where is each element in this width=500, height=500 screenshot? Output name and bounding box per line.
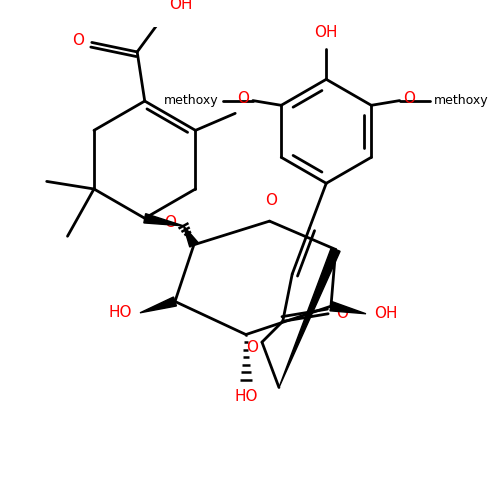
Text: OH: OH xyxy=(314,24,338,40)
Text: O: O xyxy=(336,306,347,322)
Text: O: O xyxy=(266,193,278,208)
Text: O: O xyxy=(246,340,258,355)
Polygon shape xyxy=(279,248,340,388)
Text: OH: OH xyxy=(374,306,398,322)
Text: O: O xyxy=(164,214,176,230)
Text: HO: HO xyxy=(234,390,258,404)
Polygon shape xyxy=(140,297,176,313)
Polygon shape xyxy=(144,214,184,226)
Text: HO: HO xyxy=(108,306,132,320)
Text: OH: OH xyxy=(170,0,193,12)
Polygon shape xyxy=(184,226,198,247)
Text: methoxy: methoxy xyxy=(164,94,219,107)
Text: methoxy: methoxy xyxy=(434,94,488,107)
Text: O: O xyxy=(237,91,249,106)
Polygon shape xyxy=(330,302,366,314)
Text: O: O xyxy=(404,91,415,106)
Text: O: O xyxy=(72,33,84,48)
